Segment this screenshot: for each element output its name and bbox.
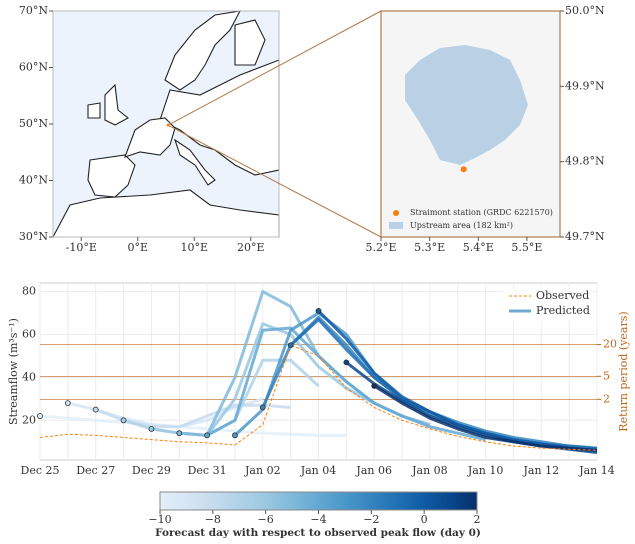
coastline [234,19,266,66]
forecast-line [373,384,598,452]
y2-tick-label: 20 [603,338,617,351]
colorbar [159,491,478,511]
forecast-start [176,430,183,437]
forecast-start [204,432,211,439]
y2-axis-label: Return period (years) [617,311,630,431]
x-tick-label: Jan 08 [411,464,448,477]
forecast-start [64,400,71,407]
coastline [124,117,176,158]
y-tick-label: 80 [22,285,36,298]
y-tick-label: 60°N [19,61,48,74]
colorbar-tick-label: −4 [310,513,326,526]
x-tick-label: Jan 12 [523,464,560,477]
colorbar-tick-label: 0 [421,513,428,526]
legend-area: Upstream area (182 km²) [410,221,513,230]
coastline [104,83,129,126]
station [460,166,467,173]
forecast-start [287,342,294,349]
x-tick-label: -10°E [66,241,97,254]
x-tick-label: 20°E [237,241,265,254]
upstream-area [405,45,528,165]
x-tick-label: 5.4°E [463,241,494,254]
x-tick-label: 5.5°E [511,241,542,254]
colorbar-label: Forecast day with respect to observed pe… [155,527,481,539]
coastlines [52,10,280,238]
forecast-start [315,307,322,314]
europe-station [166,123,170,127]
forecast-start [148,425,155,432]
x-tick-label: 0°E [127,241,148,254]
coastline [87,102,101,119]
legend-label: Observed [536,289,589,302]
forecast-start [120,417,127,424]
x-tick-label: 5.2°E [365,241,396,254]
colorbar-tick-label: −6 [258,513,274,526]
y2-tick-label: 2 [603,392,610,405]
colorbar-tick-label: −2 [363,513,379,526]
x-tick-label: Jan 10 [467,464,504,477]
connector [167,124,382,238]
x-tick-label: Jan 14 [578,464,615,477]
forecast-start [37,413,43,419]
legend-label: Predicted [536,304,590,317]
y-tick-label: 49.8°N [565,155,605,168]
y-tick-label: 30°N [19,230,48,243]
forecast-start [259,404,266,411]
x-tick-label: 5.3°E [414,241,445,254]
colorbar-tick-label: −10 [148,513,171,526]
forecast-start [371,383,378,389]
forecast-line [179,290,431,437]
forecast-line [233,311,542,446]
y-tick-label: 50°N [19,117,48,130]
x-tick-label: Dec 29 [132,464,171,477]
forecast-start [343,359,350,366]
legend-station-marker [393,210,399,216]
y-tick-label: 60 [22,327,36,340]
x-tick-label: Dec 25 [21,464,60,477]
coastline [164,10,241,91]
y-tick-label: 49.7°N [565,230,605,243]
x-tick-label: Dec 27 [76,464,115,477]
y-tick-label: 49.9°N [565,79,605,92]
colorbar-tick-label: 2 [474,513,481,526]
y-tick-label: 20 [22,413,36,426]
y-tick-label: 50.0°N [565,4,605,17]
forecast-line [206,326,486,442]
y-tick-label: 70°N [19,4,48,17]
y2-tick-label: 5 [603,369,610,382]
coastline [159,59,280,176]
colorbar-tick-label: −8 [205,513,221,526]
coastline [173,138,216,186]
x-tick-label: Jan 06 [355,464,392,477]
y-tick-label: 40 [22,370,36,383]
x-tick-label: Jan 02 [244,464,281,477]
x-tick-label: Jan 04 [300,464,337,477]
y-axis-label: Streamflow (m³s⁻¹) [7,318,20,425]
y-tick-label: 40°N [19,174,48,187]
legend-station: Straimont station (GRDC 6221570) [410,208,553,217]
x-tick-label: 10°E [180,241,208,254]
observed-line [39,344,598,451]
forecast-line [39,414,347,437]
connector [167,10,382,126]
legend-box [503,287,593,321]
forecast-start [92,406,99,413]
x-tick-label: Dec 31 [188,464,227,477]
legend-area-marker [389,222,403,229]
forecast-start [232,432,238,439]
